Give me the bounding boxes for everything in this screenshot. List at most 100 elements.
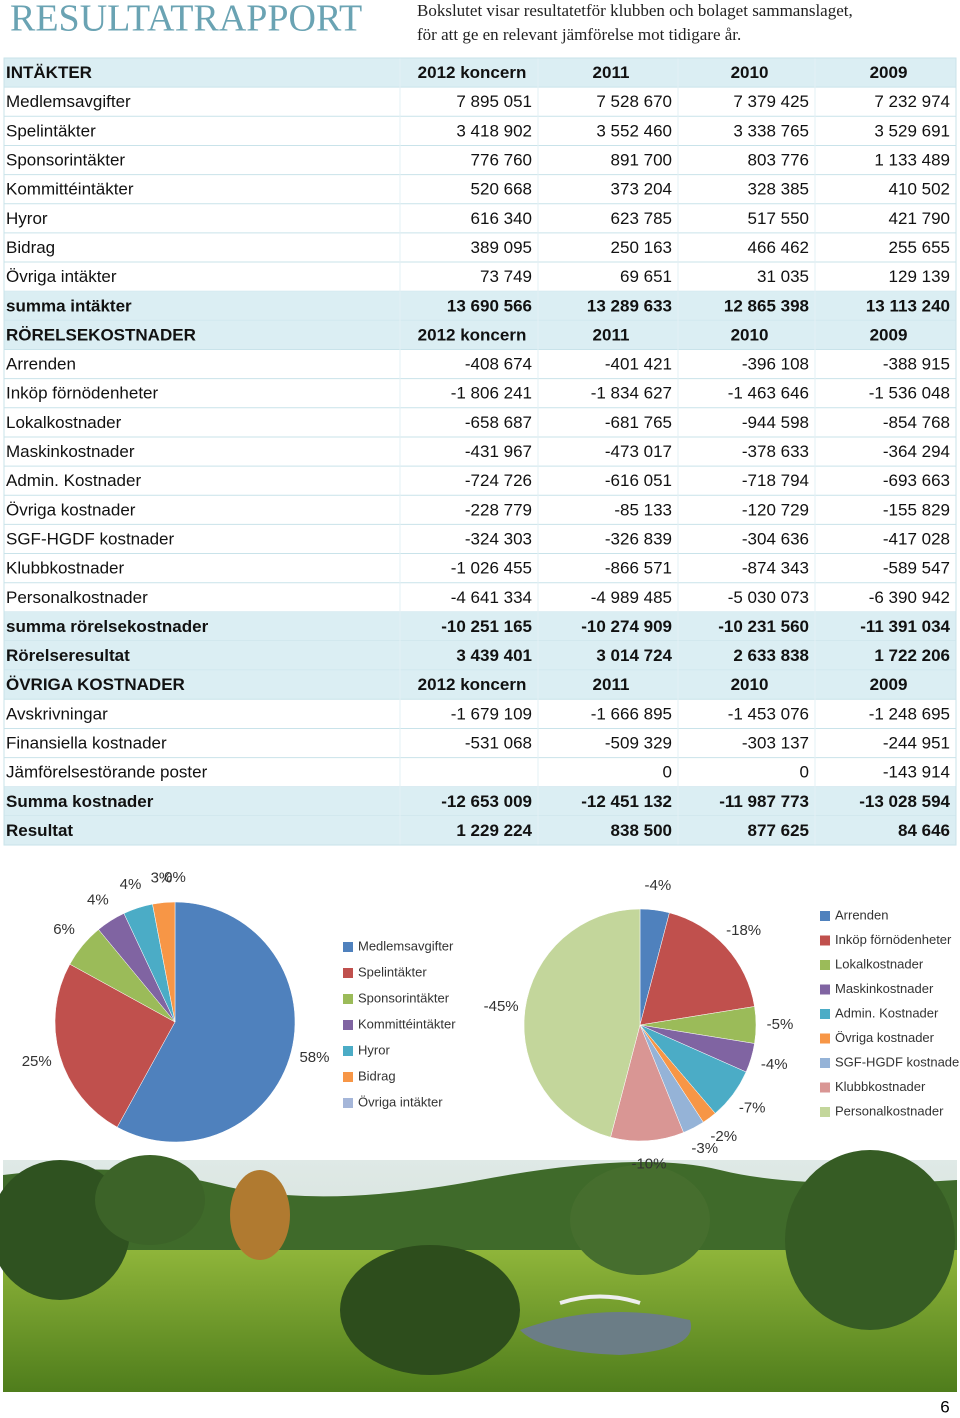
row-label: Finansiella kostnader [6,734,167,753]
legend-swatch [343,1020,353,1030]
pie-slice [639,912,755,1026]
cell: -155 829 [883,500,950,519]
cell: -10 274 909 [581,617,672,636]
cell: 838 500 [611,821,672,840]
cell: 328 385 [748,180,809,199]
data-label: -4% [645,877,672,894]
data-label: 4% [120,876,142,893]
row-label: Maskinkostnader [6,442,135,461]
cell: 250 163 [611,238,672,257]
cell: 466 462 [748,238,809,257]
row-label: Klubbkostnader [6,559,124,578]
legend-swatch [343,942,353,952]
row-label: Rörelseresultat [6,646,130,665]
data-label: -7% [739,1100,766,1117]
cell: 1 722 206 [874,646,950,665]
legend-swatch [820,1058,830,1068]
row-label: Summa kostnader [6,792,154,811]
cell: 623 785 [611,209,672,228]
cell: 255 655 [889,238,950,257]
cell: 2012 koncern [418,325,527,344]
cell: -1 679 109 [451,704,532,723]
row-label: Arrenden [6,355,76,374]
legend-swatch [343,1098,353,1108]
cell: -11 391 034 [860,617,950,636]
data-label: -45% [484,998,519,1015]
cell: -854 768 [883,413,950,432]
cell: -304 636 [742,529,809,548]
cell: 2010 [731,675,769,694]
row-label: Lokalkostnader [6,413,122,432]
cell: 84 646 [898,821,950,840]
row-background [4,786,956,816]
row-label: Personalkostnader [6,588,148,607]
cell: -326 839 [605,529,672,548]
legend-label: Inköp förnödenheter [835,932,952,947]
legend-swatch [343,1072,353,1082]
cell: -401 421 [605,355,672,374]
cell: -143 914 [883,763,950,782]
data-label: 0% [164,869,186,886]
cell: 69 651 [620,267,672,286]
legend-label: Personalkostnader [835,1103,944,1118]
legend-label: Bidrag [358,1068,396,1083]
cell: 3 418 902 [456,121,532,140]
legend-swatch [820,1082,830,1093]
legend-label: Övriga kostnader [835,1030,935,1045]
cell: -1 834 627 [591,384,672,403]
cell: -1 026 455 [451,559,532,578]
row-label: Inköp förnödenheter [6,384,159,403]
legend-label: Spelintäkter [358,964,427,979]
legend-label: Kommittéintäkter [358,1016,456,1031]
cell: 389 095 [471,238,532,257]
cell: 13 289 633 [587,296,672,315]
legend-swatch [343,968,353,978]
cell: 13 113 240 [866,296,950,315]
row-label: Jämförelsestörande poster [6,763,208,782]
cell: -4 641 334 [451,588,532,607]
legend-label: Maskinkostnader [835,981,934,996]
row-label: summa rörelsekostnader [6,617,209,636]
cell: 803 776 [748,151,809,170]
cell: -10 251 165 [441,617,532,636]
cell: -531 068 [465,734,532,753]
data-label: -2% [710,1128,737,1145]
cell: -120 729 [742,500,809,519]
cell: 1 229 224 [456,821,532,840]
pie-slice [152,901,176,1023]
cell: 520 668 [471,180,532,199]
row-background [4,58,956,88]
cell: 31 035 [757,267,809,286]
legend-label: Klubbkostnader [835,1079,926,1094]
cell: -874 343 [742,559,809,578]
legend-label: Admin. Kostnader [835,1005,939,1020]
cell: -944 598 [742,413,809,432]
row-label: Hyror [6,209,48,228]
row-label: Avskrivningar [6,704,108,723]
row-background [4,641,956,671]
page-number: 6 [940,1397,949,1416]
cell: -1 666 895 [591,704,672,723]
cell: -12 451 132 [581,792,672,811]
data-label: -4% [761,1056,788,1073]
cell: -13 028 594 [859,792,950,811]
cell: 891 700 [611,151,672,170]
cell: -228 779 [465,500,532,519]
cell: 373 204 [611,180,672,199]
cell: -244 951 [883,734,950,753]
cell: 2011 [593,325,630,344]
row-label: Spelintäkter [6,121,96,140]
cell: 73 749 [480,267,532,286]
pie-slice [610,1024,684,1142]
data-label: 25% [22,1053,52,1070]
cell: 776 760 [471,151,532,170]
page-title: RESULTATRAPPORT [10,0,362,40]
cell: 2012 koncern [418,675,527,694]
row-label: ÖVRIGA KOSTNADER [6,675,185,694]
cell: -718 794 [742,471,809,490]
cell: 2 633 838 [733,646,809,665]
legend-swatch [820,911,830,921]
row-background [4,291,956,321]
cell: -5 030 073 [728,588,809,607]
cell: 3 529 691 [874,121,950,140]
